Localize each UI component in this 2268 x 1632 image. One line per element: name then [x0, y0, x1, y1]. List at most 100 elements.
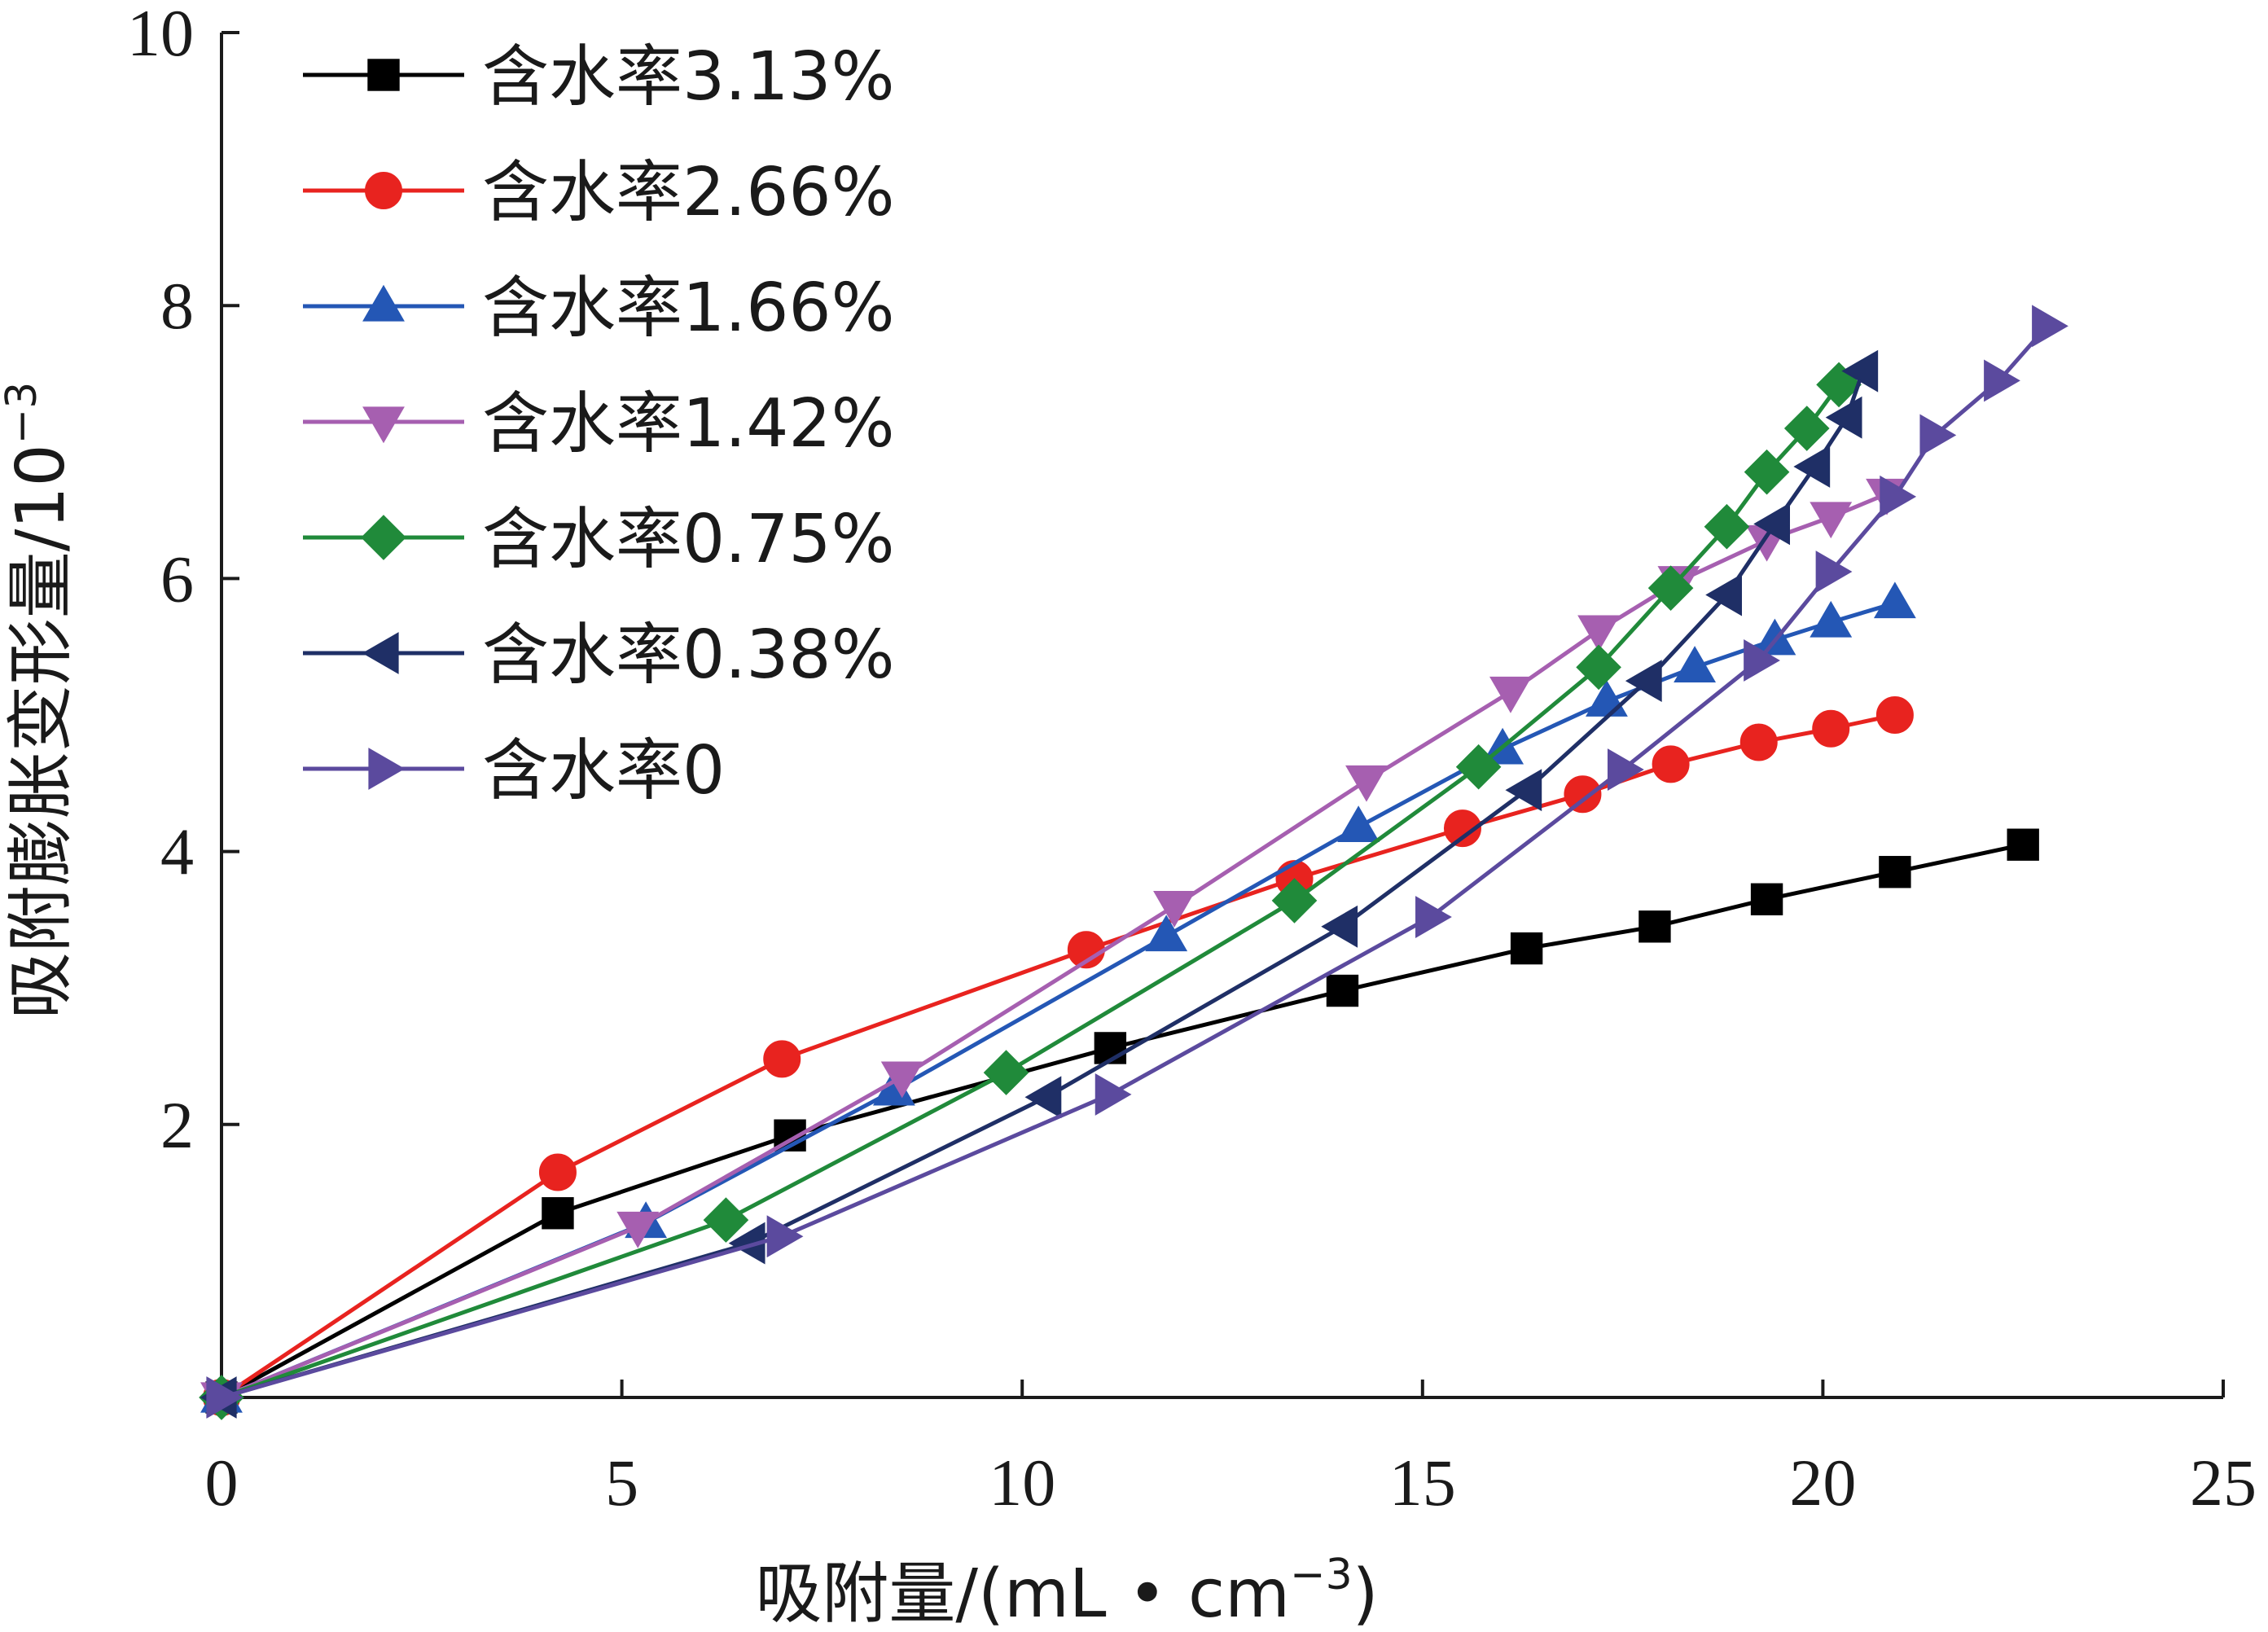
data-point	[1345, 765, 1388, 802]
data-point	[1793, 445, 1831, 488]
y-tick-label: 10	[127, 0, 194, 70]
data-point	[1337, 805, 1380, 843]
data-point	[1875, 696, 1914, 734]
legend-item: 含水率0.38%	[303, 616, 895, 694]
data-point	[1744, 449, 1790, 495]
data-point	[1489, 676, 1532, 713]
data-point	[1577, 615, 1621, 652]
legend-marker	[368, 748, 406, 790]
x-tick-label: 5	[605, 1446, 638, 1520]
data-point	[1705, 573, 1743, 616]
data-point	[1815, 551, 1853, 593]
data-point	[1576, 644, 1621, 691]
legend-item: 含水率0	[303, 732, 725, 809]
data-point	[1739, 723, 1778, 761]
legend-marker	[362, 284, 405, 322]
legend-marker	[365, 172, 402, 209]
data-point	[1841, 349, 1879, 393]
x-tick-label: 0	[205, 1446, 239, 1520]
series-0	[205, 828, 2039, 1414]
legend-label: 含水率2.66%	[482, 154, 895, 231]
y-tick-label: 6	[160, 542, 194, 616]
data-point	[538, 1153, 577, 1191]
data-point	[1455, 744, 1502, 790]
data-point	[1744, 639, 1780, 682]
data-point	[1608, 748, 1644, 791]
data-point	[1704, 503, 1750, 550]
data-point	[880, 1061, 923, 1099]
legend-label: 含水率1.42%	[482, 385, 895, 463]
x-tick-label: 20	[1789, 1446, 1856, 1520]
x-axis-title: 吸附量/(mL • cm−3)	[755, 1551, 1378, 1632]
data-point	[2007, 828, 2039, 861]
data-point	[1625, 660, 1662, 703]
data-point	[766, 1215, 804, 1258]
legend-marker	[362, 406, 405, 444]
data-point	[1415, 896, 1452, 938]
data-point	[763, 1040, 801, 1078]
series-2	[200, 581, 1916, 1413]
data-point	[2032, 305, 2068, 348]
data-point	[1586, 680, 1628, 717]
data-point	[616, 1211, 660, 1248]
legend-marker	[362, 632, 399, 674]
legend-item: 含水率1.42%	[303, 385, 895, 463]
data-point	[1326, 974, 1359, 1007]
data-point	[1812, 709, 1850, 748]
data-point	[1564, 775, 1602, 814]
data-point	[1024, 1076, 1062, 1119]
y-tick-label: 2	[160, 1088, 194, 1162]
legend-label: 含水率1.66%	[482, 270, 895, 347]
data-point	[1094, 1032, 1127, 1064]
data-point	[1880, 475, 1917, 518]
series-line	[221, 601, 1896, 1400]
data-point	[1810, 502, 1853, 539]
data-point	[1638, 910, 1671, 943]
x-tick-label: 15	[1389, 1446, 1456, 1520]
series-line	[221, 370, 1865, 1400]
series-5	[200, 349, 1879, 1419]
data-point	[1674, 646, 1717, 682]
data-point	[1825, 396, 1862, 439]
legend-item: 含水率0.75%	[303, 501, 895, 578]
data-point	[1753, 618, 1796, 656]
y-tick-label: 4	[160, 815, 194, 889]
series-1	[203, 696, 1914, 1416]
legend-item: 含水率2.66%	[303, 154, 895, 231]
legend-item: 含水率3.13%	[303, 38, 895, 116]
data-point	[1873, 581, 1916, 619]
data-point	[703, 1197, 749, 1243]
data-point	[1321, 905, 1358, 948]
data-point	[1647, 565, 1694, 611]
legend-item: 含水率1.66%	[303, 270, 895, 347]
axes: 0 5 10 15 20 25 2 4 6 8 10	[127, 0, 2257, 1520]
series-line	[220, 842, 2024, 1400]
data-point	[1153, 891, 1195, 928]
data-point	[542, 1197, 574, 1230]
data-point	[1753, 502, 1791, 546]
data-point	[1879, 856, 1911, 888]
data-point	[1271, 878, 1318, 923]
data-point	[1443, 809, 1481, 848]
series-4	[199, 362, 1862, 1420]
legend-label: 含水率0	[482, 732, 725, 809]
legend-label: 含水率0.38%	[482, 616, 895, 694]
data-point	[1652, 745, 1690, 783]
legend-label: 含水率0.75%	[482, 501, 895, 578]
series-3	[200, 478, 1908, 1419]
data-point	[1505, 769, 1542, 812]
data-point	[1510, 932, 1543, 965]
data-point	[206, 1376, 243, 1419]
series-layer	[199, 305, 2068, 1420]
y-axis-title: 吸附膨胀变形量/10−3	[0, 382, 80, 1020]
data-point	[1919, 414, 1957, 457]
data-point	[1984, 359, 2020, 402]
x-tick-label: 25	[2190, 1446, 2257, 1520]
x-tick-label: 10	[989, 1446, 1055, 1520]
legend-marker	[361, 515, 406, 560]
legend-marker	[367, 59, 400, 91]
data-point	[1783, 406, 1830, 451]
data-point	[1750, 883, 1783, 915]
data-point	[1095, 1073, 1132, 1116]
